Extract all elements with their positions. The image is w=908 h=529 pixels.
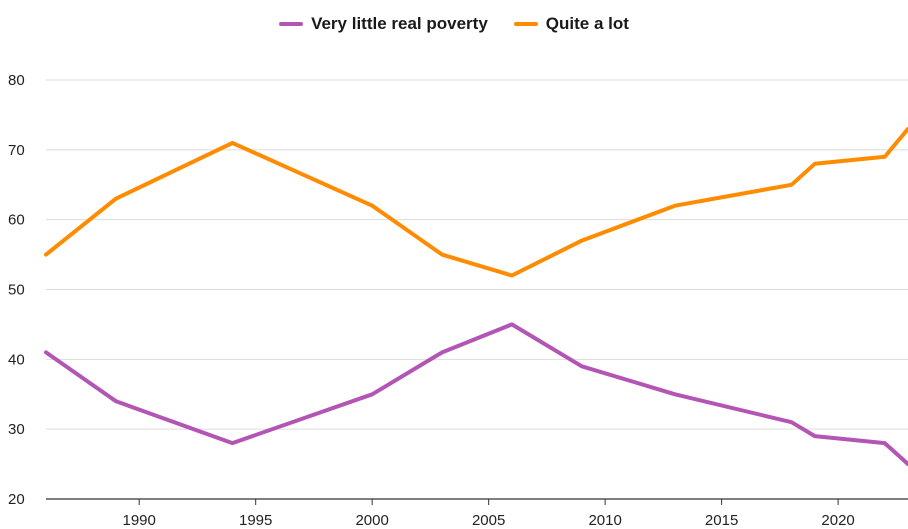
y-tick-label-20: 20 bbox=[8, 491, 25, 508]
y-tick-label-40: 40 bbox=[8, 351, 25, 368]
x-tick-label-2020: 2020 bbox=[821, 512, 854, 529]
x-tick-label-2010: 2010 bbox=[588, 512, 621, 529]
x-tick-label-2015: 2015 bbox=[705, 512, 738, 529]
y-tick-label-50: 50 bbox=[8, 282, 25, 299]
legend-swatch-quite-a-lot bbox=[513, 22, 538, 26]
x-tick-label-2005: 2005 bbox=[472, 512, 505, 529]
legend-item-very-little: Very little real poverty bbox=[279, 14, 488, 34]
y-tick-label-60: 60 bbox=[8, 212, 25, 229]
y-tick-label-30: 30 bbox=[8, 421, 25, 438]
y-tick-label-70: 70 bbox=[8, 142, 25, 159]
legend-item-quite-a-lot: Quite a lot bbox=[513, 14, 629, 34]
series-line-quite-a-lot bbox=[44, 126, 908, 278]
legend-swatch-very-little bbox=[279, 22, 304, 26]
legend-label-very-little: Very little real poverty bbox=[311, 14, 488, 33]
x-tick-label-1995: 1995 bbox=[239, 512, 272, 529]
chart-legend: Very little real poverty Quite a lot bbox=[0, 14, 908, 34]
legend-label-quite-a-lot: Quite a lot bbox=[545, 14, 629, 33]
series-line-very-little-real-poverty bbox=[44, 322, 908, 467]
y-tick-label-80: 80 bbox=[8, 72, 25, 89]
x-tick-label-2000: 2000 bbox=[355, 512, 388, 529]
x-tick-label-1990: 1990 bbox=[123, 512, 156, 529]
